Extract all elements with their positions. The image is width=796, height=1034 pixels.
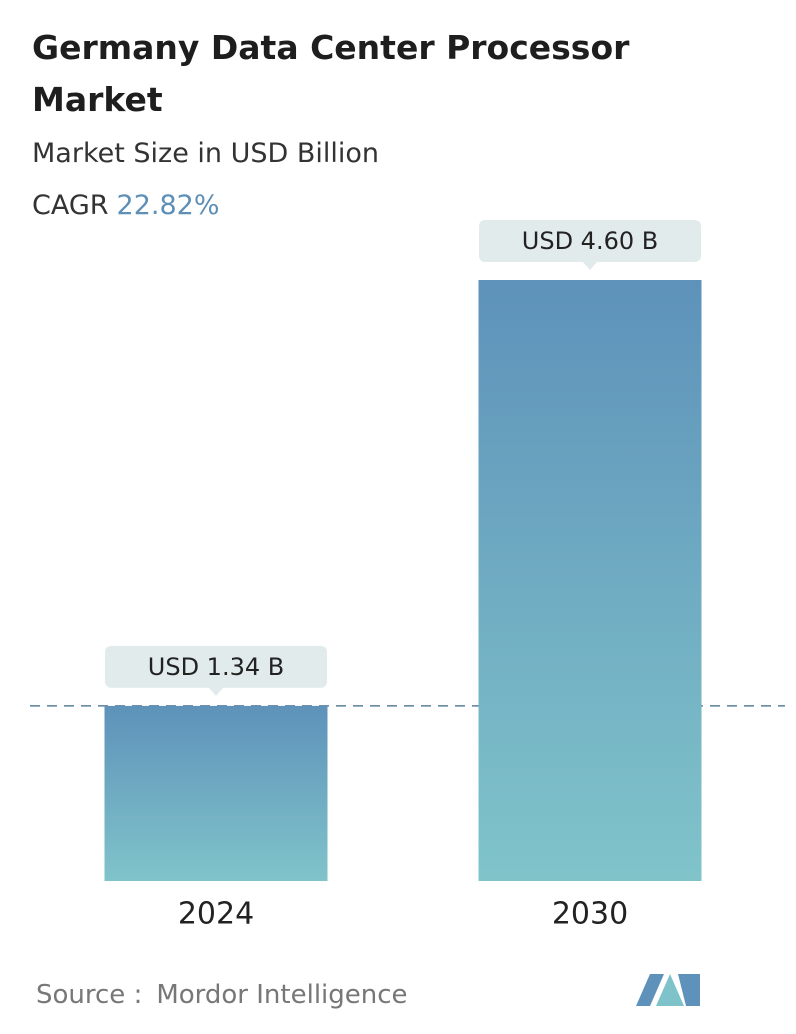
logo — [636, 974, 700, 1006]
bar — [478, 280, 702, 881]
source-label: Source : — [36, 980, 143, 1010]
x-tick-label: 2030 — [552, 897, 628, 932]
cagr: CAGR 22.82% — [32, 190, 219, 221]
x-tick-label: 2024 — [178, 897, 254, 932]
value-label-pointer — [582, 261, 598, 270]
value-label-box — [479, 220, 701, 262]
value-label-pointer — [208, 686, 224, 696]
source: Source : Mordor Intelligence — [36, 980, 408, 1010]
value-label: USD 1.34 B — [148, 653, 284, 681]
chart-title: Germany Data Center Processor Market — [32, 28, 630, 119]
bar — [104, 705, 328, 881]
chart-subtitle: Market Size in USD Billion — [32, 138, 380, 169]
value-label-box — [105, 645, 327, 688]
source-name: Mordor Intelligence — [156, 980, 408, 1010]
value-label: USD 4.60 B — [522, 227, 658, 255]
cagr-value: 22.82% — [116, 190, 220, 221]
cagr-label: CAGR — [32, 190, 109, 221]
